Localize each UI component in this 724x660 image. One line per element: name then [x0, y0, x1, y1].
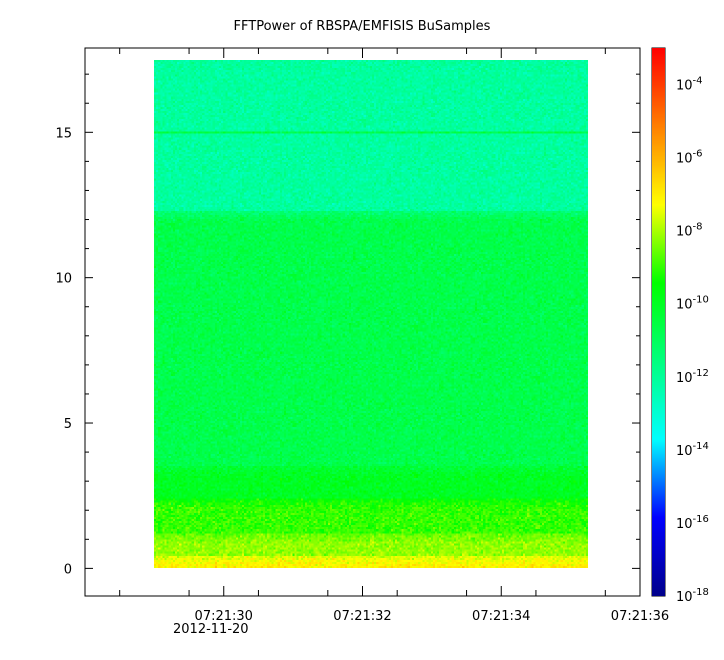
colorbar-tick-label: 10-4 [676, 76, 703, 94]
colorbar-tick-base: 10 [676, 517, 693, 532]
x-tick-label: 07:21:32 [333, 609, 391, 624]
colorbar-tick-exponent: -6 [693, 149, 703, 160]
colorbar-tick-exponent: -18 [693, 587, 709, 598]
colorbar-tick-base: 10 [676, 152, 693, 167]
colorbar-tick-exponent: -16 [693, 514, 709, 525]
colorbar-tick-base: 10 [676, 225, 693, 240]
colorbar-tick-label: 10-10 [676, 295, 709, 313]
y-tick-label: 15 [55, 126, 72, 141]
colorbar-tick-exponent: -10 [693, 295, 709, 306]
colorbar-tick-exponent: -4 [693, 76, 703, 87]
colorbar-tick-exponent: -14 [693, 441, 709, 452]
colorbar-tick-label: 10-12 [676, 368, 709, 386]
y-axis: 0 5 10 15 [55, 73, 640, 577]
y-tick-label: 0 [64, 562, 72, 577]
chart-title: FFTPower of RBSPA/EMFISIS BuSamples [234, 19, 491, 34]
colorbar-tick-base: 10 [676, 371, 693, 386]
y-tick-label: 5 [64, 417, 72, 432]
spectrogram-heatmap [154, 59, 588, 569]
colorbar-tick-label: 10-8 [676, 222, 703, 240]
colorbar-tick-exponent: -8 [693, 222, 703, 233]
colorbar-tick-label: 10-14 [676, 441, 709, 459]
colorbar-tick-base: 10 [676, 444, 693, 459]
date-label: 2012-11-20 [173, 622, 249, 637]
colorbar-tick-exponent: -12 [693, 368, 709, 379]
colorbar-tick-label: 10-18 [676, 587, 709, 605]
y-tick-label: 10 [55, 272, 72, 287]
x-tick-label: 07:21:34 [472, 609, 530, 624]
colorbar-tick-base: 10 [676, 590, 693, 605]
colorbar-tick-base: 10 [676, 79, 693, 94]
colorbar-gradient [652, 48, 665, 596]
colorbar-tick-label: 10-6 [676, 149, 703, 167]
x-axis: 07:21:30 07:21:32 07:21:34 07:21:36 [119, 48, 669, 624]
colorbar-tick-base: 10 [676, 298, 693, 313]
x-tick-label: 07:21:30 [195, 609, 253, 624]
x-tick-label: 07:21:36 [611, 609, 669, 624]
colorbar-tick-label: 10-16 [676, 514, 709, 532]
